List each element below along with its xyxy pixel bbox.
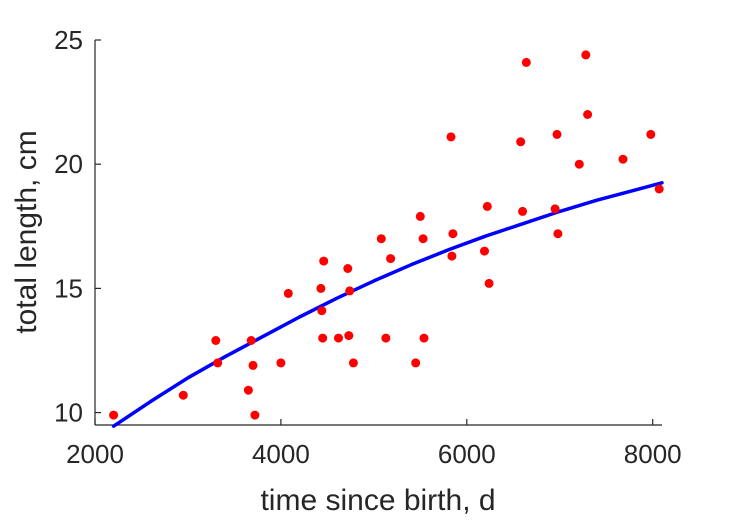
data-point [316,283,326,293]
data-point [552,129,562,139]
data-point [243,385,253,395]
data-point [447,251,457,261]
axes [94,40,662,426]
data-points-layer [109,50,664,420]
data-point [276,358,286,368]
data-point [574,159,584,169]
data-point [418,234,428,244]
data-point [211,336,221,345]
data-point [484,278,494,288]
data-point [448,229,458,239]
data-point [419,333,429,343]
data-point [618,154,628,164]
data-point [446,132,456,142]
data-point [654,184,664,194]
data-point [213,358,223,368]
x-tick-label: 2000 [66,439,124,469]
fit-curve-line [111,181,664,428]
y-tick-label: 15 [54,273,83,303]
data-point [518,206,528,216]
data-point [521,57,531,67]
data-point [583,110,593,119]
data-point [415,211,425,221]
y-tick-label: 25 [54,25,83,55]
data-point [646,129,656,139]
fit-curve-layer [111,181,664,428]
data-point [246,336,256,345]
data-point [553,229,563,239]
data-point [318,333,328,343]
y-tick-label: 10 [54,398,83,428]
data-point [283,288,293,298]
data-point [345,286,355,296]
data-point [376,234,386,244]
data-point [178,390,188,400]
data-point [334,333,343,343]
data-point [248,360,258,370]
data-point [343,264,353,273]
data-point [109,410,119,420]
y-tick-label: 20 [54,149,83,179]
data-point [348,358,358,368]
data-point [319,256,329,266]
data-point [381,333,391,343]
data-point [482,201,492,211]
data-point [581,50,591,60]
data-point [386,254,396,264]
x-tick-label: 6000 [438,439,496,469]
data-point [317,306,327,316]
x-axis-ticks: 2000 4000 6000 8000 [66,419,682,469]
y-axis-title: total length, cm [10,130,43,333]
data-point [550,204,560,214]
data-point [344,331,354,341]
x-axis-title: time since birth, d [260,484,495,517]
data-point [480,246,489,256]
x-tick-label: 8000 [624,439,682,469]
data-point [411,358,421,368]
data-point [516,137,526,147]
x-tick-label: 4000 [252,439,310,469]
data-point [250,410,260,420]
y-axis-ticks: 10 15 20 25 [54,25,101,428]
